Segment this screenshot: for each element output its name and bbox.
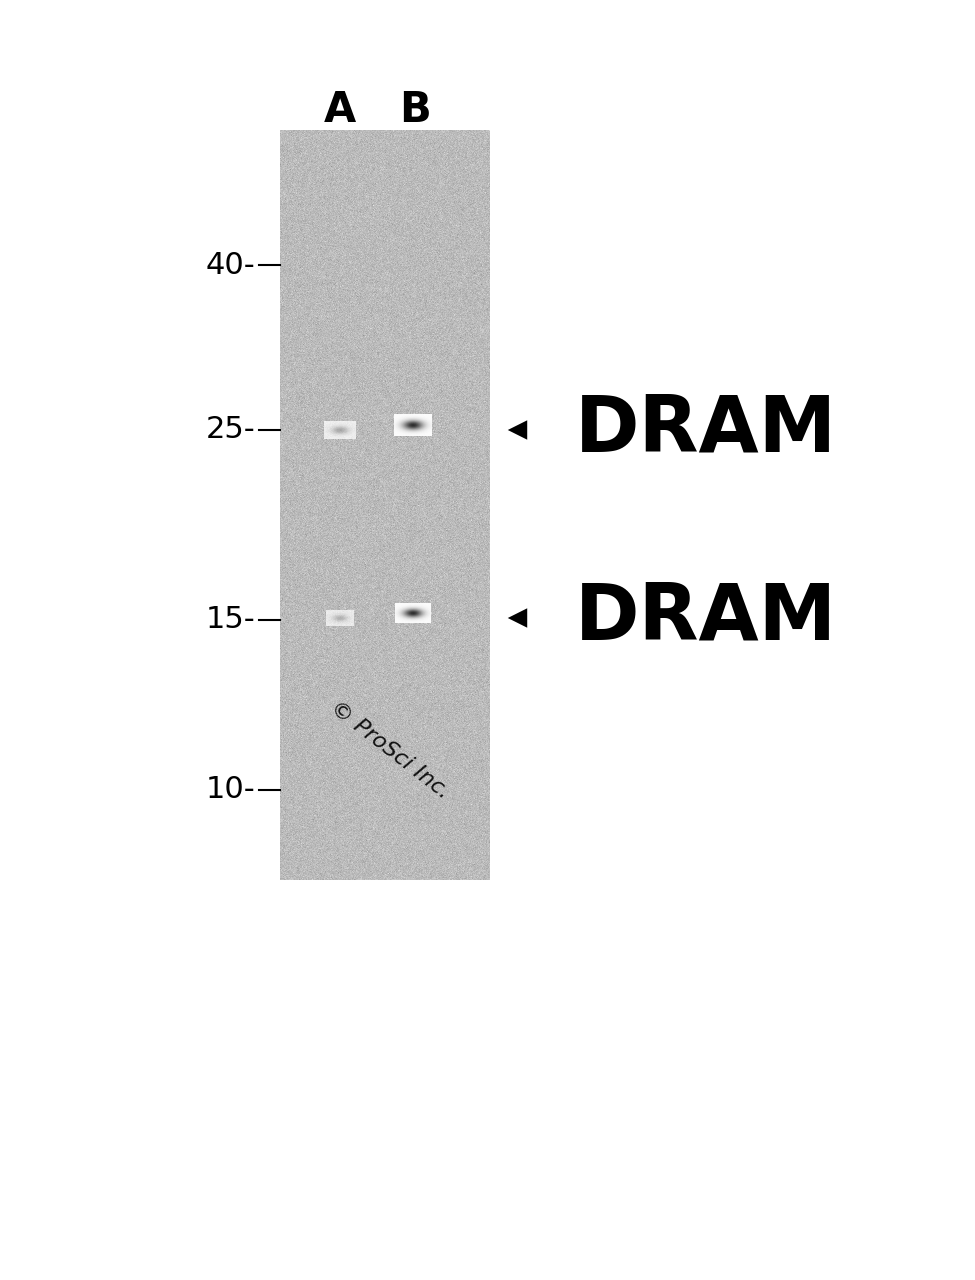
Text: DRAM: DRAM [575, 392, 837, 468]
Bar [280, 131, 490, 881]
Text: 40-: 40- [206, 251, 255, 279]
Text: A: A [324, 90, 356, 131]
Text: B: B [399, 90, 431, 131]
Text: 10-: 10- [206, 776, 255, 805]
Text: 15-: 15- [206, 605, 255, 635]
Text: DRAM: DRAM [575, 580, 837, 655]
Text: 25-: 25- [206, 416, 255, 444]
Text: © ProSci Inc.: © ProSci Inc. [327, 698, 453, 803]
